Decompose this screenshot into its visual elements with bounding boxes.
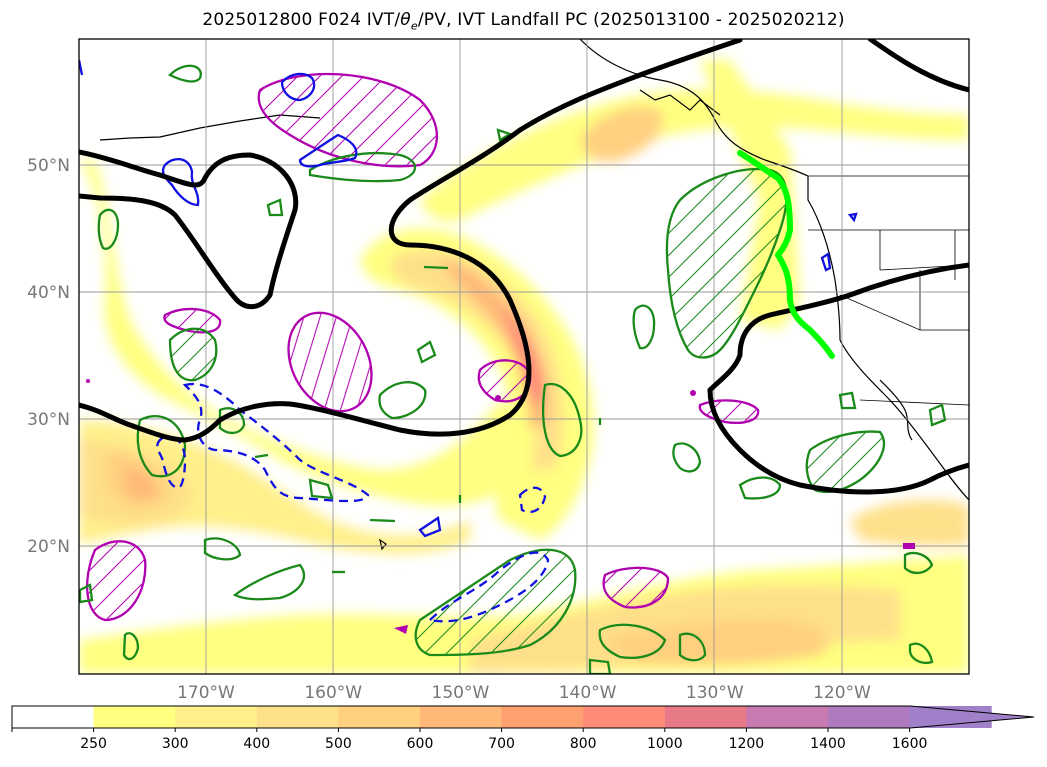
colorbar-segment	[420, 706, 503, 728]
colorbar: 250 300 400 500 600 700 800 1000 1200 1400 1600	[11, 705, 1035, 752]
chart-title: 2025012800 F024 IVT/θe/PV, IVT Landfall …	[202, 10, 845, 33]
colorbar-segment	[583, 706, 666, 728]
lon-tick-label: 140°W	[559, 683, 617, 703]
colorbar-tick-label: 400	[243, 736, 270, 752]
magenta-dots	[86, 379, 915, 634]
colorbar-extend-arrow	[910, 706, 1034, 728]
colorbar-tick-label: 1600	[892, 736, 928, 752]
blue-dashed-contours	[156, 382, 550, 623]
lon-labels: 170°W 160°W 150°W 140°W 130°W 120°W	[177, 683, 871, 703]
colorbar-tick-label: 300	[162, 736, 189, 752]
lon-tick-label: 160°W	[304, 683, 362, 703]
colorbar-tick-label: 800	[570, 736, 597, 752]
colorbar-segment	[12, 706, 95, 728]
colorbar-tick-label: 1400	[810, 736, 846, 752]
colorbar-segment	[501, 706, 584, 728]
lon-tick-label: 170°W	[177, 683, 235, 703]
lat-tick-label: 50°N	[27, 156, 70, 176]
colorbar-segment	[338, 706, 421, 728]
colorbar-segment	[746, 706, 829, 728]
colorbar-tick-label: 1000	[647, 736, 683, 752]
green-contours	[168, 167, 886, 657]
green-contours-open	[79, 64, 947, 674]
colorbar-segment	[175, 706, 258, 728]
colorbar-tick-label: 600	[407, 736, 434, 752]
lat-tick-label: 40°N	[27, 283, 70, 303]
magenta-contours	[85, 72, 760, 622]
colorbar-segment	[664, 706, 747, 728]
lat-tick-label: 20°N	[27, 537, 70, 557]
landfall-pc-line	[737, 150, 835, 359]
colorbar-segment	[828, 706, 911, 728]
colorbar-tick-label: 700	[488, 736, 515, 752]
colorbar-segment	[256, 706, 339, 728]
lat-labels: 20°N 30°N 40°N 50°N	[27, 156, 70, 557]
colorbar-segment	[93, 706, 176, 728]
colorbar-tick-label: 500	[325, 736, 352, 752]
lon-tick-label: 130°W	[686, 683, 744, 703]
lon-tick-label: 120°W	[813, 683, 871, 703]
blue-contours	[79, 59, 858, 538]
colorbar-outline	[11, 705, 1035, 729]
colorbar-tick-label: 1200	[729, 736, 765, 752]
borders	[808, 175, 969, 406]
map-frame	[78, 38, 970, 675]
colorbar-tick-label: 250	[80, 736, 107, 752]
lat-tick-label: 30°N	[27, 410, 70, 430]
map-panel	[79, 39, 969, 674]
lon-tick-label: 150°W	[432, 683, 490, 703]
black-contours	[79, 39, 969, 495]
